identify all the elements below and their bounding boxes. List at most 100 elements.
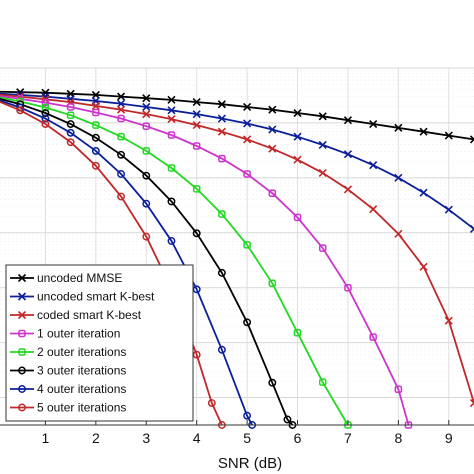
data-point (18, 385, 26, 393)
data-point (66, 120, 75, 128)
x-tick-labels: 1 2 3 4 5 6 7 8 9 (42, 430, 453, 446)
data-point (17, 292, 27, 301)
data-point (293, 108, 302, 118)
data-point (18, 366, 26, 375)
series-7 (0, 99, 257, 429)
legend-label: 5 outer iterations (37, 401, 126, 415)
data-point (344, 283, 352, 292)
data-point (268, 105, 277, 114)
data-point (444, 131, 453, 140)
data-point (268, 378, 277, 387)
legend-item: uncoded MMSE (10, 271, 122, 285)
data-point (343, 150, 353, 159)
data-point (16, 106, 25, 115)
data-point (318, 244, 327, 252)
data-point (293, 213, 302, 222)
data-point (192, 229, 201, 238)
data-point (142, 110, 151, 119)
data-point (243, 318, 252, 327)
legend-item: 2 outer iterations (10, 345, 126, 359)
legend-item: 5 outer iterations (10, 401, 126, 415)
data-point (243, 135, 252, 144)
data-point (142, 102, 151, 112)
data-point (142, 122, 151, 130)
data-point (167, 237, 176, 245)
legend-item: 4 outer iterations (10, 382, 126, 396)
data-point (369, 333, 377, 341)
x-tick-label: 7 (344, 430, 352, 446)
x-axis-label: SNR (dB) (218, 455, 282, 472)
data-point (167, 106, 176, 115)
x-tick-label: 2 (92, 430, 100, 446)
data-point (116, 99, 126, 108)
data-point (217, 100, 226, 109)
data-point (142, 171, 151, 180)
data-point (66, 103, 75, 111)
data-point (243, 119, 252, 128)
data-point (91, 90, 100, 99)
data-point (117, 170, 126, 178)
data-point (419, 188, 428, 197)
data-point (17, 273, 27, 283)
series-layer (0, 88, 474, 429)
legend-label: 3 outer iterations (37, 364, 126, 378)
data-point (167, 197, 176, 206)
data-point (394, 123, 403, 132)
data-point (41, 114, 50, 123)
legend-label: 4 outer iterations (37, 382, 126, 396)
data-point (217, 127, 226, 136)
data-point (117, 150, 126, 159)
data-point (469, 135, 474, 144)
data-point (268, 279, 277, 288)
data-point (369, 205, 378, 214)
data-point (142, 199, 151, 208)
data-point (117, 114, 125, 123)
data-point (192, 142, 201, 150)
data-point (117, 132, 125, 141)
data-point (116, 92, 126, 101)
data-point (192, 185, 201, 193)
data-point (142, 147, 151, 155)
legend-label: uncoded smart K-best (37, 290, 155, 304)
series-2 (0, 90, 474, 233)
data-point (18, 403, 26, 412)
data-point (318, 112, 327, 121)
series-line (0, 99, 253, 426)
data-point (419, 262, 428, 271)
x-tick-label: 9 (445, 430, 453, 446)
data-point (268, 189, 277, 197)
data-point (18, 329, 26, 338)
data-point (217, 345, 226, 354)
data-point (192, 110, 201, 119)
grid (0, 67, 474, 425)
x-tick-label: 4 (193, 430, 201, 446)
legend-item: 1 outer iteration (10, 327, 120, 341)
data-point (167, 164, 176, 172)
data-point (419, 127, 428, 136)
data-point (116, 105, 126, 114)
legend-label: uncoded MMSE (37, 271, 122, 285)
data-point (167, 115, 176, 124)
data-point (142, 94, 151, 103)
data-point (41, 109, 50, 117)
data-point (293, 155, 302, 164)
x-tick-label: 3 (142, 430, 150, 446)
data-point (243, 411, 252, 420)
data-point (217, 268, 226, 277)
data-point (318, 140, 327, 149)
data-point (394, 229, 403, 238)
data-point (167, 131, 176, 139)
x-tick-label: 1 (42, 430, 50, 446)
data-point (444, 316, 453, 325)
data-point (117, 192, 126, 201)
data-point (283, 415, 292, 424)
legend-label: 1 outer iteration (37, 327, 120, 341)
data-point (66, 111, 75, 119)
x-tick-label: 5 (243, 430, 251, 446)
data-point (394, 173, 403, 182)
data-point (92, 121, 100, 129)
data-point (167, 95, 176, 104)
legend: uncoded MMSE uncoded smart K-best coded sm… (5, 264, 194, 422)
x-tick-label: 6 (294, 430, 302, 446)
series-3 (0, 92, 474, 408)
